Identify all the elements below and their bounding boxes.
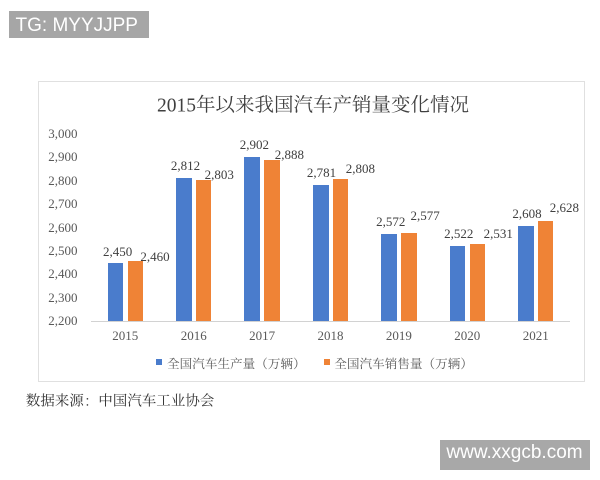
svg-text:2015: 2015 — [157, 95, 196, 116]
